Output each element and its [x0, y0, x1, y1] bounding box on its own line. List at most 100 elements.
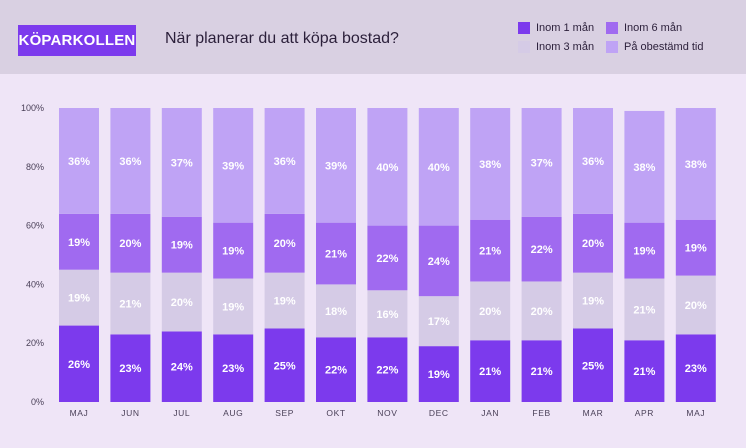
bar-segment	[264, 108, 305, 214]
data-label: 19%	[633, 246, 655, 258]
bar-segment	[213, 108, 254, 223]
bar-segment	[316, 222, 356, 285]
x-tick-label: MAJ	[70, 408, 89, 418]
brand-logo: KÖPARKOLLEN	[18, 25, 136, 56]
data-label: 21%	[531, 366, 553, 378]
legend-swatch	[606, 41, 618, 53]
y-tick-label: 100%	[21, 103, 44, 113]
header-bar: KÖPARKOLLEN När planerar du att köpa bos…	[0, 0, 746, 74]
x-tick-label: AUG	[223, 408, 243, 418]
data-label: 36%	[119, 156, 141, 168]
bar-segment	[624, 110, 665, 223]
chart-title: När planerar du att köpa bostad?	[165, 30, 399, 47]
legend-item-pa-obestamd-tid: På obestämd tid	[606, 41, 704, 53]
y-tick-label: 60%	[26, 221, 44, 231]
x-tick-label: SEP	[275, 408, 294, 418]
bar-segment	[418, 225, 459, 297]
data-label: 21%	[633, 366, 655, 378]
data-label: 40%	[376, 162, 398, 174]
bar-segment	[213, 222, 254, 279]
bar-segment	[521, 281, 562, 341]
bar-segment	[470, 340, 511, 402]
data-label: 20%	[171, 297, 193, 309]
data-label: 38%	[685, 159, 707, 171]
bar-segment	[367, 290, 408, 338]
bar-segment	[573, 108, 613, 214]
data-label: 16%	[376, 309, 398, 321]
data-label: 19%	[428, 369, 450, 381]
bar-segment	[59, 108, 99, 214]
x-tick-label: APR	[635, 408, 654, 418]
x-tick-label: JUN	[121, 408, 139, 418]
bar-segment	[573, 328, 613, 402]
data-label: 20%	[582, 238, 604, 250]
data-label: 23%	[222, 363, 244, 375]
legend-swatch	[518, 41, 530, 53]
y-tick-label: 20%	[26, 338, 44, 348]
bar-segment	[624, 340, 665, 402]
bar-segment	[316, 337, 356, 402]
stacked-bar-chart: 0% 20% 40% 60% 80% 100% 26% 19% 19% 36% MAJ 23% 21% 2…	[21, 103, 716, 418]
data-label: 38%	[633, 162, 655, 174]
bar-segment	[470, 108, 511, 220]
data-label: 21%	[325, 249, 347, 261]
data-label: 21%	[633, 304, 655, 316]
bar-segment	[675, 219, 716, 276]
legend-item-inom-6-man: Inom 6 mån	[606, 22, 682, 34]
data-label: 22%	[531, 244, 553, 256]
legend-swatch	[518, 22, 530, 34]
data-label: 19%	[685, 243, 707, 255]
bar-segment	[418, 296, 459, 347]
data-label: 23%	[685, 363, 707, 375]
legend-item-inom-3-man: Inom 3 mån	[518, 41, 594, 53]
bar-segment	[573, 213, 613, 273]
bar-segment	[316, 108, 356, 223]
bar-segment	[161, 272, 202, 332]
x-tick-label: NOV	[377, 408, 397, 418]
data-label: 40%	[428, 162, 450, 174]
bar-segment	[521, 340, 562, 402]
bar-segment	[624, 222, 665, 279]
legend: Inom 1 mån Inom 6 mån Inom 3 mån På obes…	[518, 22, 746, 62]
bar-segment	[110, 272, 151, 335]
x-tick-label: DEC	[429, 408, 449, 418]
x-tick-label: MAJ	[686, 408, 705, 418]
data-label: 39%	[325, 160, 347, 172]
data-label: 23%	[119, 363, 141, 375]
data-label: 21%	[479, 246, 501, 258]
data-label: 24%	[428, 256, 450, 268]
bar-segment	[213, 278, 254, 335]
data-label: 20%	[685, 300, 707, 312]
bar-segment	[367, 337, 408, 402]
bar-segment	[521, 216, 562, 282]
data-label: 19%	[171, 240, 193, 252]
bar-segment	[161, 108, 202, 217]
data-label: 38%	[479, 159, 501, 171]
bar-segment	[59, 269, 99, 326]
data-label: 22%	[376, 365, 398, 377]
bar-segment	[264, 272, 305, 329]
bar-segment	[161, 331, 202, 402]
bar-segment	[161, 216, 202, 273]
y-tick-label: 0%	[31, 397, 44, 407]
bar-segment	[418, 108, 459, 226]
data-label: 21%	[479, 366, 501, 378]
bar-segment	[675, 108, 716, 220]
data-label: 25%	[274, 360, 296, 372]
bar-segment	[367, 108, 408, 226]
x-tick-label: JUL	[173, 408, 190, 418]
data-label: 25%	[582, 360, 604, 372]
bar-segment	[624, 278, 665, 341]
data-label: 36%	[274, 156, 296, 168]
bar-segment	[470, 219, 511, 282]
bar-segment	[675, 334, 716, 402]
bar-segment	[264, 328, 305, 402]
x-tick-label: MAR	[583, 408, 604, 418]
y-tick-label: 40%	[26, 279, 44, 289]
data-label: 36%	[582, 156, 604, 168]
bar-segment	[110, 108, 151, 214]
bar-segment	[110, 213, 151, 273]
x-tick-label: OKT	[326, 408, 345, 418]
bar-segment	[573, 272, 613, 329]
bar-segment	[418, 346, 459, 402]
